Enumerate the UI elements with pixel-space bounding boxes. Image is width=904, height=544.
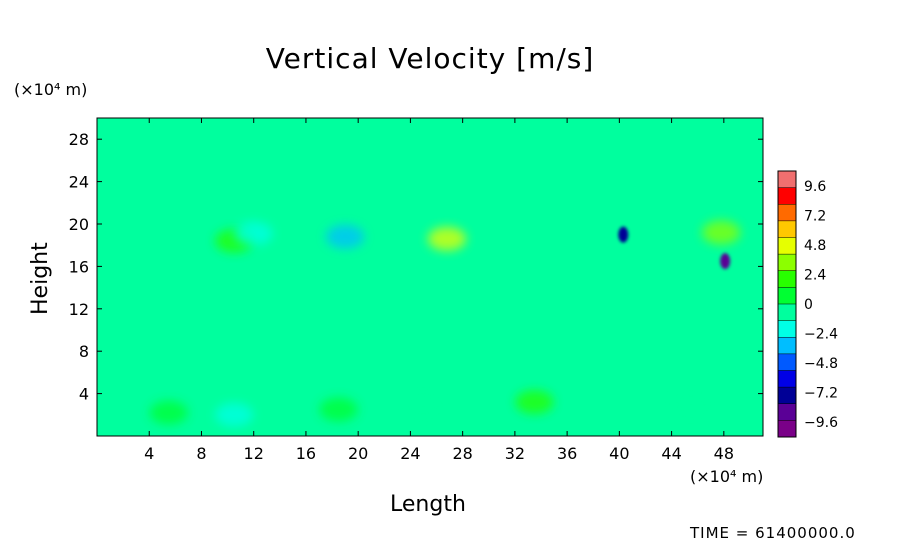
x-tick-label: 8 bbox=[196, 444, 206, 463]
x-tick-label: 24 bbox=[400, 444, 420, 463]
x-tick-label: 32 bbox=[505, 444, 525, 463]
colorbar-tick-label: −4.8 bbox=[804, 356, 838, 372]
colorbar-tick-label: 9.6 bbox=[804, 179, 826, 195]
y-tick-label: 28 bbox=[69, 130, 89, 149]
colorbar-segment bbox=[778, 403, 796, 421]
y-tick-label: 24 bbox=[69, 173, 89, 192]
heatmap-feature bbox=[149, 400, 189, 425]
colorbar-tick-label: 0 bbox=[804, 297, 813, 313]
x-tick-label: 12 bbox=[244, 444, 264, 463]
heatmap-feature bbox=[671, 392, 711, 417]
colorbar-segment bbox=[778, 320, 796, 338]
x-axis-unit: (×10⁴ m) bbox=[690, 467, 764, 486]
colorbar-segment bbox=[778, 420, 796, 438]
x-tick-label: 48 bbox=[714, 444, 734, 463]
x-tick-label: 40 bbox=[609, 444, 629, 463]
colorbar-segment bbox=[778, 304, 796, 322]
colorbar-segment bbox=[778, 220, 796, 238]
x-tick-label: 16 bbox=[296, 444, 316, 463]
colorbar-segment bbox=[778, 187, 796, 205]
heatmap-feature bbox=[404, 394, 443, 419]
y-axis-unit: (×10⁴ m) bbox=[14, 80, 88, 99]
heatmap-feature bbox=[427, 226, 467, 251]
colorbar-tick-label: −7.2 bbox=[804, 386, 838, 402]
colorbar-segment bbox=[778, 287, 796, 305]
colorbar-segment bbox=[778, 204, 796, 222]
colorbar-frame bbox=[777, 170, 797, 438]
colorbar-segment bbox=[778, 254, 796, 272]
y-tick-label: 12 bbox=[69, 300, 89, 319]
heatmap-feature bbox=[515, 390, 554, 415]
x-tick-label: 28 bbox=[452, 444, 472, 463]
colorbar-tick-label: 4.8 bbox=[804, 238, 826, 254]
colorbar-segment bbox=[778, 387, 796, 405]
x-axis-label: Length bbox=[390, 492, 466, 517]
y-tick-label: 4 bbox=[79, 385, 89, 404]
time-readout: TIME = 61400000.0 bbox=[690, 524, 856, 542]
chart-title: Vertical Velocity [m/s] bbox=[265, 42, 595, 75]
x-tick-label: 20 bbox=[348, 444, 368, 463]
heatmap-field bbox=[97, 118, 763, 436]
x-tick-label: 4 bbox=[144, 444, 154, 463]
y-tick-label: 8 bbox=[79, 342, 89, 361]
heatmap-feature bbox=[234, 221, 273, 246]
colorbar-tick-label: −9.6 bbox=[804, 415, 838, 431]
x-tick-label: 36 bbox=[557, 444, 577, 463]
heatmap-feature bbox=[325, 224, 365, 249]
heatmap-feature bbox=[319, 397, 358, 422]
colorbar-segment bbox=[778, 337, 796, 355]
colorbar-segment bbox=[778, 270, 796, 288]
heatmap-feature bbox=[720, 253, 731, 270]
heatmap-feature bbox=[618, 226, 629, 243]
y-tick-label: 20 bbox=[69, 215, 89, 234]
colorbar-tick-label: 7.2 bbox=[804, 208, 826, 224]
colorbar-segment bbox=[778, 171, 796, 189]
y-tick-label: 16 bbox=[69, 257, 89, 276]
colorbar-segment bbox=[778, 237, 796, 255]
plot-frame bbox=[96, 117, 764, 437]
colorbar-tick-label: 2.4 bbox=[804, 267, 826, 283]
colorbar-segment bbox=[778, 370, 796, 388]
heatmap-feature bbox=[214, 402, 254, 427]
x-tick-label: 44 bbox=[661, 444, 681, 463]
colorbar-segment bbox=[778, 353, 796, 371]
colorbar-tick-label: −2.4 bbox=[804, 327, 838, 343]
heatmap-feature bbox=[702, 220, 741, 245]
